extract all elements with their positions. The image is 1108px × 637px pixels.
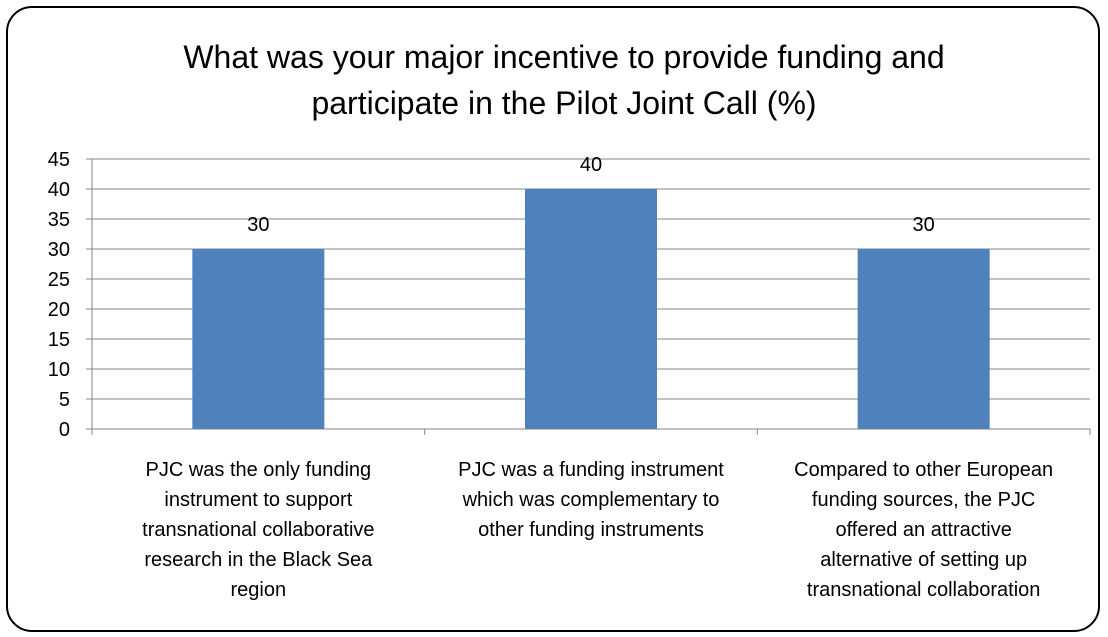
y-tick-label: 45	[48, 149, 70, 171]
data-label: 30	[913, 214, 935, 236]
y-axis-ticks: 0 5 10 15 20 25 30 35 40 45	[48, 149, 70, 441]
y-tick-label: 5	[59, 389, 70, 411]
data-labels: 30 40 30	[247, 154, 935, 236]
data-label: 30	[247, 214, 269, 236]
category-label: other funding instruments	[478, 519, 704, 541]
category-label: Compared to other European	[794, 459, 1053, 481]
category-label: funding sources, the PJC	[812, 489, 1035, 511]
category-label: research in the Black Sea	[144, 549, 373, 571]
data-label: 40	[580, 154, 602, 176]
y-tick-label: 20	[48, 299, 70, 321]
bar	[525, 189, 657, 429]
category-labels: PJC was the only funding instrument to su…	[142, 459, 1053, 601]
bars	[192, 189, 990, 429]
y-tick-label: 25	[48, 269, 70, 291]
category-label: transnational collaborative	[142, 519, 374, 541]
y-tick-label: 15	[48, 329, 70, 351]
bar	[857, 249, 990, 429]
category-label: which was complementary to	[462, 489, 720, 511]
category-label: PJC was the only funding	[145, 459, 371, 481]
y-tick-label: 30	[48, 239, 70, 261]
category-label: PJC was a funding instrument	[458, 459, 724, 481]
bar	[192, 249, 325, 429]
category-label: region	[231, 579, 287, 601]
category-label: alternative of setting up	[820, 549, 1027, 571]
chart-title-line: What was your major incentive to provide…	[183, 39, 944, 75]
y-tick-label: 10	[48, 359, 70, 381]
category-label: transnational collaboration	[807, 579, 1041, 601]
y-tick-label: 0	[59, 419, 70, 441]
chart-title-line: participate in the Pilot Joint Call (%)	[311, 85, 816, 121]
y-tick-label: 40	[48, 179, 70, 201]
chart-title: What was your major incentive to provide…	[183, 39, 944, 121]
category-label: offered an attractive	[835, 519, 1011, 541]
category-label: instrument to support	[164, 489, 352, 511]
y-tick-label: 35	[48, 209, 70, 231]
